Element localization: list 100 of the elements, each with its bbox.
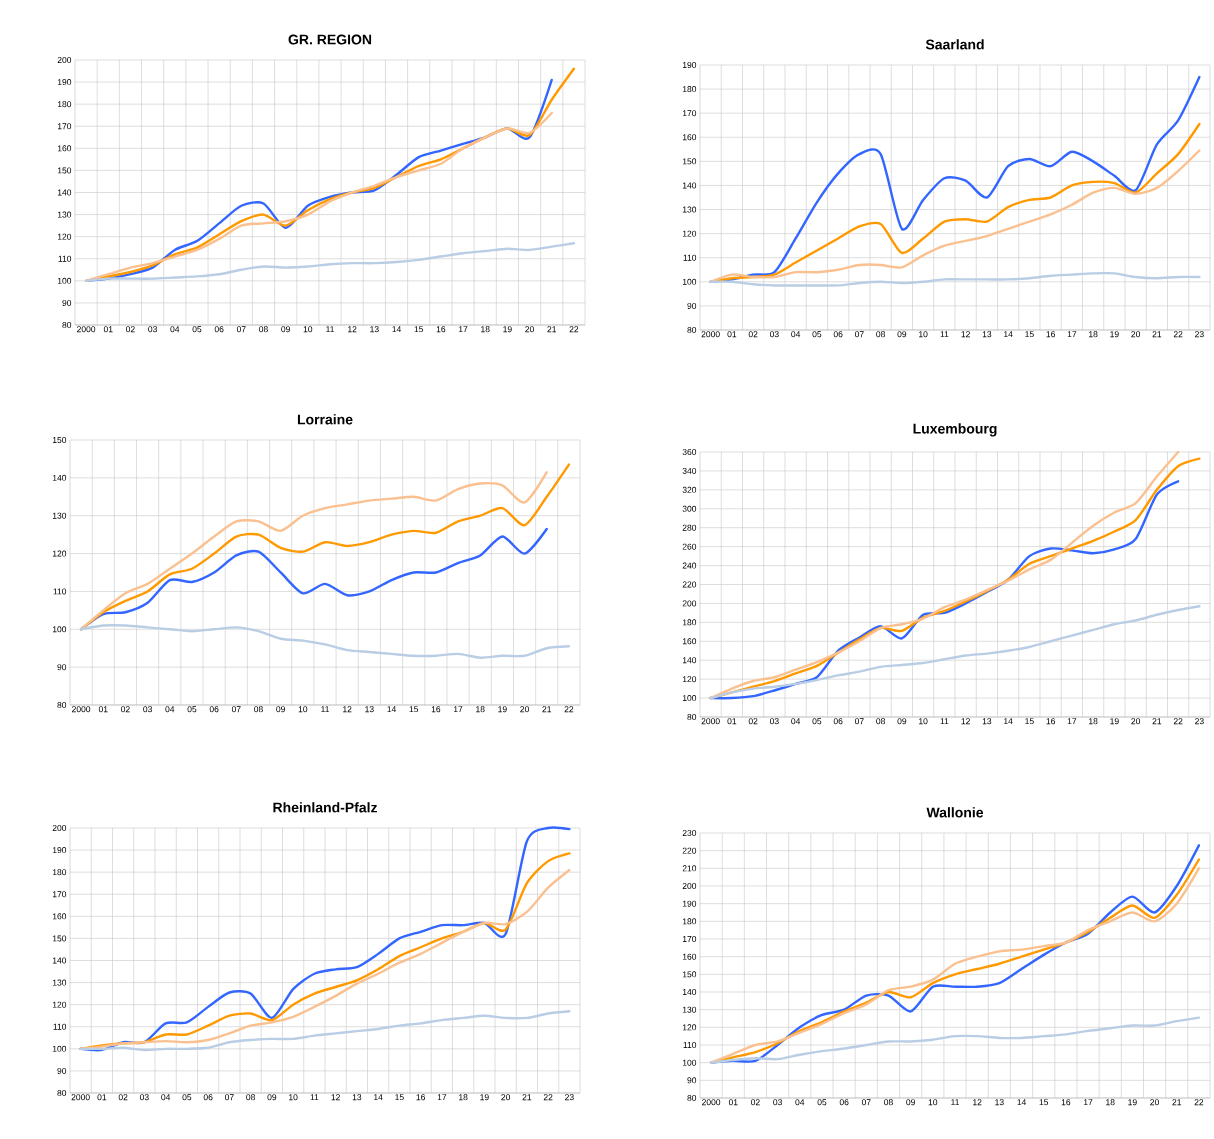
line-series xyxy=(709,271,1201,287)
y-tick-label: 100 xyxy=(682,278,697,285)
y-tick-label: 280 xyxy=(682,524,697,531)
y-tick-label: 180 xyxy=(52,869,67,876)
x-tick-label: 14 xyxy=(1004,718,1013,725)
x-tick-label: 18 xyxy=(1106,1099,1115,1106)
y-tick-label: 100 xyxy=(57,277,72,284)
y-tick-label: 150 xyxy=(57,167,72,174)
y-tick-label: 90 xyxy=(57,1067,67,1074)
x-tick-label: 18 xyxy=(476,706,485,713)
y-tick-label: 150 xyxy=(52,935,67,942)
x-tick-label: 18 xyxy=(1089,331,1098,338)
x-tick-label: 20 xyxy=(1150,1099,1159,1106)
x-tick-label: 04 xyxy=(170,326,180,333)
x-tick-label: 04 xyxy=(791,331,801,338)
x-tick-label: 10 xyxy=(928,1099,938,1106)
x-tick-label: 19 xyxy=(503,326,512,333)
y-tick-label: 230 xyxy=(682,830,697,836)
y-tick-label: 120 xyxy=(682,1024,697,1031)
x-tick-label: 15 xyxy=(409,706,419,713)
x-tick-label: 01 xyxy=(728,1099,738,1106)
line-series xyxy=(709,149,1201,284)
x-tick-label: 05 xyxy=(187,706,197,713)
x-tick-label: 06 xyxy=(833,718,843,725)
y-tick-label: 130 xyxy=(57,211,72,218)
x-tick-label: 15 xyxy=(1025,718,1034,725)
y-tick-label: 130 xyxy=(682,206,697,213)
y-tick-label: 110 xyxy=(683,254,697,261)
x-tick-label: 08 xyxy=(254,706,263,713)
y-tick-label: 140 xyxy=(682,989,697,995)
x-tick-label: 05 xyxy=(812,718,822,725)
y-tick-label: 90 xyxy=(62,299,72,306)
x-tick-label: 04 xyxy=(791,718,801,725)
line-series xyxy=(709,605,1201,700)
x-tick-label: 14 xyxy=(1004,331,1013,338)
y-tick-label: 80 xyxy=(687,326,697,333)
y-tick-label: 110 xyxy=(53,588,67,595)
x-tick-label: 04 xyxy=(795,1099,805,1106)
y-tick-label: 130 xyxy=(52,512,67,519)
x-tick-label: 20 xyxy=(520,706,529,713)
y-tick-label: 220 xyxy=(682,581,697,588)
y-tick-label: 180 xyxy=(682,918,697,925)
y-tick-label: 200 xyxy=(682,883,697,889)
y-tick-label: 150 xyxy=(682,971,697,978)
x-tick-label: 2000 xyxy=(72,706,91,713)
x-tick-label: 18 xyxy=(459,1094,468,1101)
x-tick-label: 19 xyxy=(1110,331,1119,338)
x-tick-label: 21 xyxy=(1152,718,1162,725)
y-tick-label: 190 xyxy=(682,61,697,68)
y-tick-label: 80 xyxy=(57,1090,67,1096)
y-tick-label: 110 xyxy=(683,1042,697,1048)
x-tick-label: 22 xyxy=(569,326,579,333)
x-tick-label: 14 xyxy=(387,706,397,713)
y-tick-label: 260 xyxy=(682,543,697,550)
x-tick-label: 08 xyxy=(246,1094,255,1101)
x-tick-label: 03 xyxy=(773,1099,782,1106)
x-tick-label: 19 xyxy=(498,706,507,713)
x-tick-label: 21 xyxy=(542,706,552,713)
x-tick-label: 13 xyxy=(370,326,379,333)
x-tick-label: 15 xyxy=(414,326,424,333)
x-tick-label: 04 xyxy=(165,706,175,713)
y-tick-label: 240 xyxy=(682,562,697,569)
x-tick-label: 2000 xyxy=(702,1099,721,1106)
x-tick-label: 2000 xyxy=(701,331,720,338)
x-tick-label: 2000 xyxy=(77,326,96,333)
x-tick-label: 09 xyxy=(897,718,907,725)
y-tick-label: 110 xyxy=(58,255,72,262)
x-tick-label: 01 xyxy=(727,331,737,338)
x-tick-label: 12 xyxy=(331,1094,340,1101)
y-tick-label: 190 xyxy=(52,847,67,854)
y-tick-label: 140 xyxy=(682,657,697,664)
x-tick-label: 19 xyxy=(1110,718,1119,725)
y-tick-label: 140 xyxy=(57,189,72,196)
y-tick-label: 100 xyxy=(52,626,67,633)
x-tick-label: 20 xyxy=(501,1094,511,1101)
y-tick-label: 120 xyxy=(57,233,72,240)
x-tick-label: 12 xyxy=(961,718,970,725)
x-tick-label: 01 xyxy=(97,1094,107,1101)
x-tick-label: 22 xyxy=(1173,718,1183,725)
x-tick-label: 01 xyxy=(98,706,108,713)
x-tick-label: 17 xyxy=(453,706,463,713)
x-tick-label: 07 xyxy=(854,331,864,338)
y-tick-label: 120 xyxy=(682,676,697,683)
x-tick-label: 02 xyxy=(121,706,130,713)
y-tick-label: 90 xyxy=(57,664,67,671)
x-tick-label: 02 xyxy=(748,331,758,338)
y-tick-label: 200 xyxy=(57,56,72,63)
x-tick-label: 22 xyxy=(564,706,574,713)
x-tick-label: 05 xyxy=(817,1099,827,1106)
y-tick-label: 160 xyxy=(682,134,697,141)
x-tick-label: 05 xyxy=(192,326,202,333)
y-tick-label: 340 xyxy=(682,467,697,474)
y-tick-label: 300 xyxy=(682,505,697,512)
x-tick-label: 11 xyxy=(951,1099,960,1106)
y-tick-label: 80 xyxy=(687,1095,697,1101)
y-tick-label: 80 xyxy=(57,701,67,708)
x-tick-label: 14 xyxy=(1017,1099,1027,1106)
y-tick-label: 90 xyxy=(687,302,697,309)
y-tick-label: 180 xyxy=(57,101,72,108)
y-tick-label: 190 xyxy=(57,79,72,86)
